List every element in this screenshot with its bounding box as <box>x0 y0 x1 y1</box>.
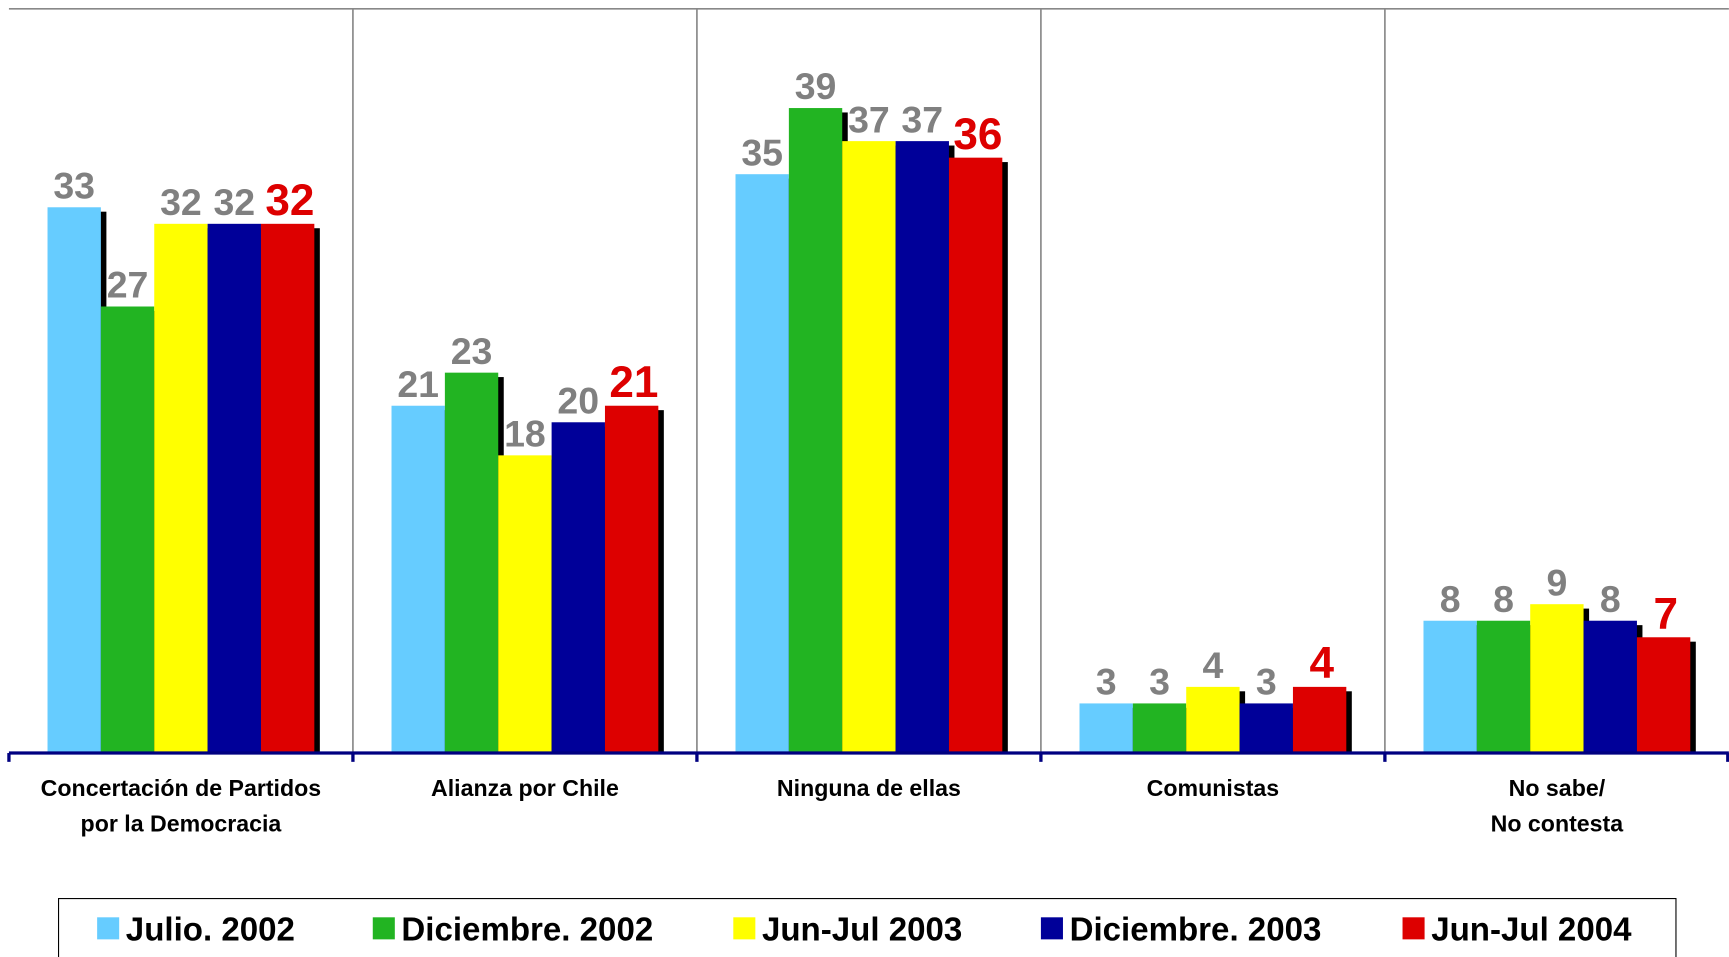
bar <box>842 141 896 754</box>
value-label: 3 <box>1256 661 1277 703</box>
x-tick-label: Concertación de Partidos por la Democrac… <box>40 776 322 837</box>
value-label: 21 <box>397 363 439 405</box>
bar <box>1079 703 1133 754</box>
bar <box>1292 686 1347 754</box>
legend-swatch <box>733 917 756 940</box>
legend-label: Jun-Jul 2003 <box>762 911 962 948</box>
legend-swatch <box>1402 917 1425 940</box>
value-label: 4 <box>1310 639 1335 688</box>
bar <box>1239 703 1293 754</box>
bar <box>154 223 208 754</box>
bar <box>444 372 499 754</box>
bar <box>100 306 155 754</box>
bar <box>1476 620 1531 754</box>
x-tick-label-box: No sabe/ No contesta <box>1490 776 1624 837</box>
value-label: 20 <box>557 379 599 421</box>
value-label: 8 <box>1600 578 1621 620</box>
value-label: 9 <box>1546 561 1567 603</box>
value-label: 3 <box>1096 661 1117 703</box>
value-label: 32 <box>213 181 255 223</box>
x-tick-label-box: Concertación de Partidos por la Democrac… <box>40 776 322 837</box>
value-label: 23 <box>451 330 493 372</box>
legend-label: Julio. 2002 <box>126 911 295 948</box>
value-label: 36 <box>953 110 1002 159</box>
bar <box>260 223 315 754</box>
value-label: 27 <box>107 264 149 306</box>
value-label: 37 <box>901 98 943 140</box>
x-tick-label-box: Alianza por Chile <box>430 776 619 802</box>
bar <box>1132 703 1187 754</box>
value-label: 8 <box>1440 578 1461 620</box>
bar <box>391 405 445 754</box>
value-label: 32 <box>160 181 202 223</box>
x-tick-label-box: Comunistas <box>1146 776 1280 802</box>
x-tick-label: No sabe/ No contesta <box>1490 776 1624 837</box>
x-tick-label-box: Ninguna de ellas <box>776 776 961 802</box>
bar <box>1530 604 1584 754</box>
legend-label: Diciembre. 2002 <box>401 911 653 948</box>
bar <box>948 157 1003 754</box>
value-label: 37 <box>848 98 890 140</box>
bar <box>735 174 789 754</box>
value-label: 21 <box>609 358 658 407</box>
x-tick-label: Comunistas <box>1146 776 1280 802</box>
x-tick-label: Ninguna de ellas <box>776 776 961 802</box>
bar <box>788 108 843 754</box>
bar <box>498 455 552 754</box>
legend-swatch <box>372 917 395 940</box>
value-label: 39 <box>795 65 837 107</box>
value-label: 3 <box>1149 661 1170 703</box>
value-label: 33 <box>53 164 95 206</box>
value-label: 18 <box>504 413 546 455</box>
value-label: 7 <box>1654 589 1679 638</box>
bar <box>1186 686 1240 754</box>
bar <box>47 207 101 754</box>
bar <box>1423 620 1477 754</box>
bar <box>207 223 261 754</box>
bar <box>1583 620 1637 754</box>
value-label: 35 <box>741 131 783 173</box>
bar <box>1636 637 1691 754</box>
legend-swatch <box>1040 917 1063 940</box>
bar <box>895 141 949 754</box>
value-label: 32 <box>265 176 314 225</box>
value-label: 8 <box>1493 578 1514 620</box>
legend-label: Diciembre. 2003 <box>1070 911 1322 948</box>
legend-label: Jun-Jul 2004 <box>1431 911 1632 948</box>
bar <box>551 422 605 754</box>
x-tick-label: Alianza por Chile <box>430 776 619 802</box>
value-label: 4 <box>1202 644 1223 686</box>
bar <box>604 405 659 754</box>
legend-swatch <box>97 917 120 940</box>
